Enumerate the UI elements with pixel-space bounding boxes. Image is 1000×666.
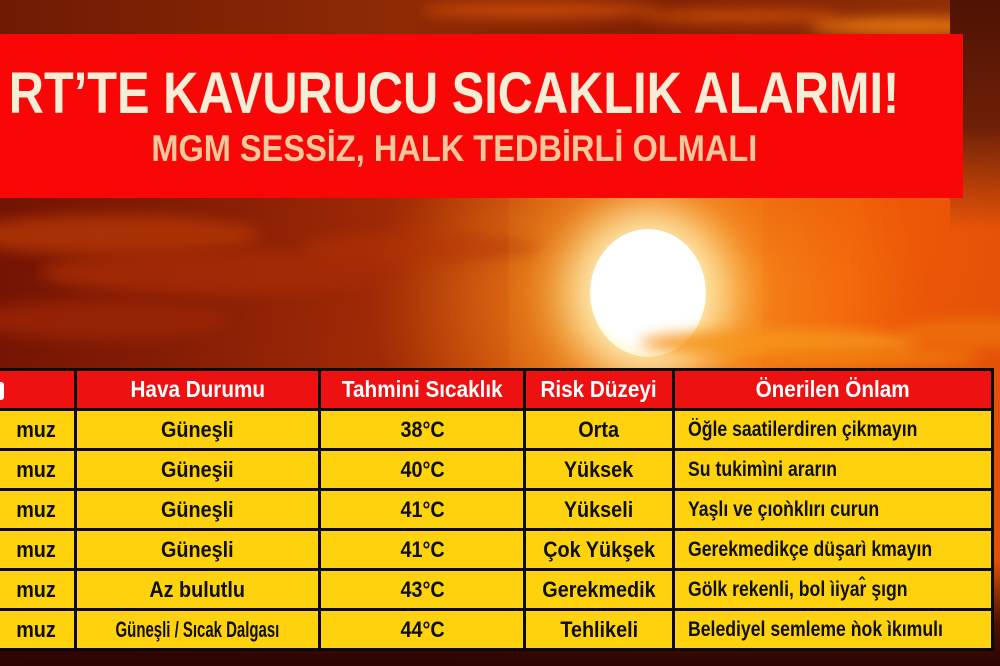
forecast-table: Hava Durumu Tahmini Sıcaklık Risk Düzeyi… xyxy=(0,368,995,651)
cell-advice: Gölk rekenli, bol ìiyar̂ şıgn xyxy=(671,568,995,611)
cell-risk: Yükseli xyxy=(523,488,675,531)
cloud xyxy=(420,2,660,18)
cell-advice: Öğle saatilerdiren çikmayın xyxy=(671,408,995,451)
header-weather: Hava Durumu xyxy=(74,368,321,411)
cell-risk: Tehlikeli xyxy=(523,608,675,651)
headline-banner: RT’TE KAVURUCU SICAKLIK ALARMI! MGM SESS… xyxy=(0,34,963,198)
table-row: muz Az bulutlu 43°C Gerekmedik Gölk reke… xyxy=(0,568,995,611)
cell-temperature: 40°C xyxy=(317,448,527,491)
cell-risk: Gerekmedik xyxy=(523,568,675,611)
cell-temperature: 41°C xyxy=(317,488,527,531)
cell-risk: Orta xyxy=(523,408,675,451)
header-date xyxy=(0,368,78,411)
cell-weather: Güneşii xyxy=(74,448,321,491)
table-row: muz Güneşli / Sıcak Dalgası 44°C Tehlike… xyxy=(0,608,995,651)
header-temperature: Tahmini Sıcaklık xyxy=(317,368,527,411)
cell-temperature: 44°C xyxy=(317,608,527,651)
cell-temperature: 43°C xyxy=(317,568,527,611)
cell-risk: Yüksek xyxy=(523,448,675,491)
cell-temperature: 41°C xyxy=(317,528,527,571)
cloud xyxy=(300,233,540,263)
header-advice: Önerilen Önlam xyxy=(671,368,995,411)
cell-date: muz xyxy=(0,408,78,451)
cell-date: muz xyxy=(0,568,78,611)
cloud xyxy=(640,10,840,22)
clipped-text-fragment xyxy=(0,382,4,400)
cell-date: muz xyxy=(0,608,78,651)
cell-weather: Güneşli xyxy=(74,528,321,571)
cell-temperature: 38°C xyxy=(317,408,527,451)
cell-advice: Su tukimìni ararın xyxy=(671,448,995,491)
cell-advice: Yaşlı ve çıoǹklırı curun xyxy=(671,488,995,531)
table-header-row: Hava Durumu Tahmini Sıcaklık Risk Düzeyi… xyxy=(0,368,995,411)
subtitle-text: MGM SESSİZ, HALK TEDBİRLİ OLMALI xyxy=(151,128,757,169)
cell-weather: Güneşli xyxy=(74,408,321,451)
cell-advice: Belediyel semleme ǹok ìkımulı xyxy=(671,608,995,651)
cloud xyxy=(0,300,230,340)
cell-date: muz xyxy=(0,528,78,571)
cloud xyxy=(0,215,260,255)
cell-date: muz xyxy=(0,448,78,491)
headline-text: RT’TE KAVURUCU SICAKLIK ALARMI! xyxy=(8,61,900,126)
cell-weather: Az bulutlu xyxy=(74,568,321,611)
cell-weather: Güneşli / Sıcak Dalgası xyxy=(74,608,321,651)
table-row: muz Güneşli 38°C Orta Öğle saatilerdiren… xyxy=(0,408,995,451)
cell-weather: Güneşli xyxy=(74,488,321,531)
table-row: muz Güneşli 41°C Çok Yükşek Gerekmedikçe… xyxy=(0,528,995,571)
cell-advice: Gerekmedikçe düşarì kmayın xyxy=(671,528,995,571)
header-risk: Risk Düzeyi xyxy=(523,368,675,411)
cell-date: muz xyxy=(0,488,78,531)
cloud xyxy=(760,348,980,366)
table-row: muz Güneşli 41°C Yükseli Yaşlı ve çıoǹkl… xyxy=(0,488,995,531)
table-row: muz Güneşii 40°C Yüksek Su tukimìni arar… xyxy=(0,448,995,491)
cell-risk: Çok Yükşek xyxy=(523,528,675,571)
